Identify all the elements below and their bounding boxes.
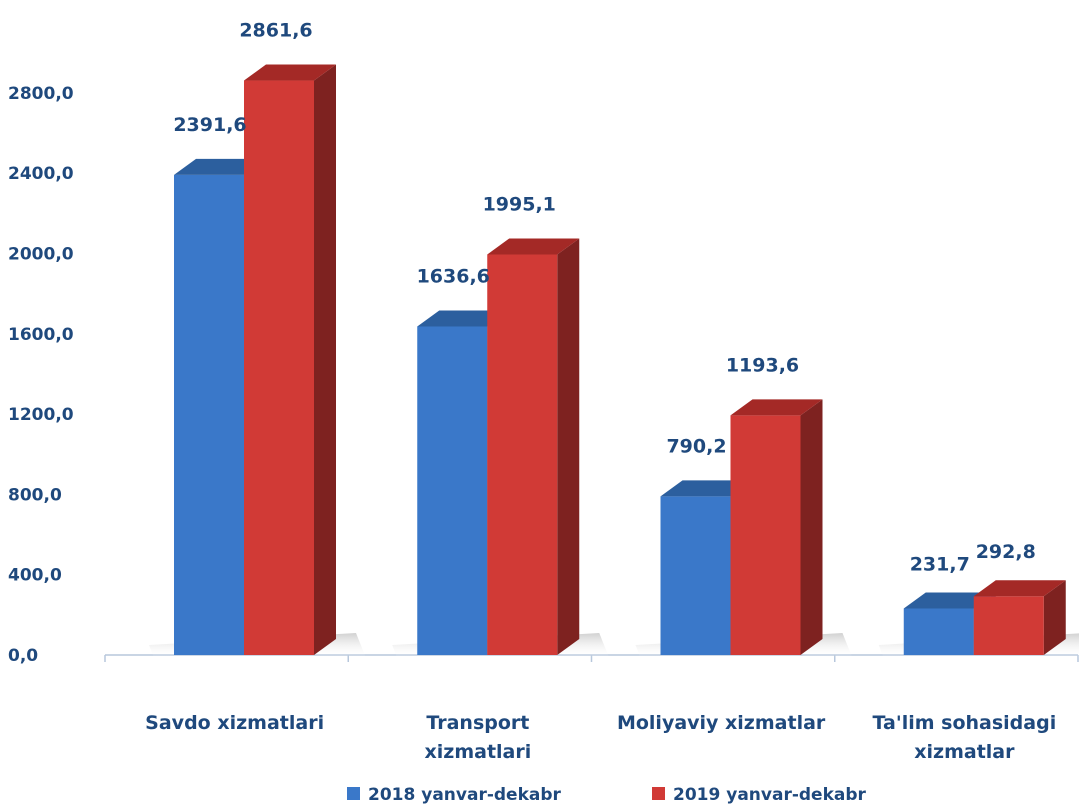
bar-top <box>244 64 336 81</box>
bar-front <box>174 174 244 656</box>
bars-layer <box>149 64 1079 658</box>
bar <box>973 580 1066 655</box>
data-label: 2861,6 <box>239 20 312 42</box>
bar-side <box>800 399 823 655</box>
bar-front <box>973 596 1044 655</box>
data-label: 1193,6 <box>726 354 799 376</box>
legend-swatch <box>652 787 665 800</box>
legend-item: 2018 yanvar-dekabr <box>347 785 562 805</box>
bar-front <box>730 415 801 655</box>
legend-item: 2019 yanvar-dekabr <box>652 785 867 805</box>
data-label: 292,8 <box>976 541 1036 563</box>
bar <box>244 64 336 655</box>
bar-side <box>314 64 336 655</box>
bar-side <box>1043 580 1066 655</box>
axis-layer: 0,0 400,0 800,0 1200,0 1600,0 2000,0 2400,0 280… <box>8 84 1079 666</box>
data-label: 1636,6 <box>417 265 490 287</box>
legend-label: 2018 yanvar-dekabr <box>368 785 562 805</box>
legend-swatch <box>347 787 360 800</box>
y-tick-label: 400,0 <box>8 566 62 586</box>
y-tick-label: 1600,0 <box>8 325 74 345</box>
data-label: 2391,6 <box>173 114 246 136</box>
bar <box>730 399 823 655</box>
legend: 2018 yanvar-dekabr 2019 yanvar-dekabr <box>347 785 867 805</box>
y-tick-label: 1200,0 <box>8 405 74 425</box>
x-category-label: Moliyaviy xizmatlar <box>617 712 826 734</box>
x-category-label: Savdo xizmatlari <box>145 712 324 734</box>
bar-top <box>174 158 266 175</box>
y-tick-label: 2400,0 <box>8 164 74 184</box>
y-tick-label: 2800,0 <box>8 84 74 104</box>
bar <box>487 238 580 655</box>
bar-front <box>244 80 314 655</box>
bar-top <box>903 592 996 609</box>
bar-side <box>557 238 580 655</box>
y-tick-label: 2000,0 <box>8 245 74 265</box>
data-label: 231,7 <box>910 553 970 575</box>
bar-top <box>417 310 510 327</box>
x-category-label: Transport xizmatlari <box>425 712 532 763</box>
bar-front <box>487 254 558 655</box>
bar-top <box>487 238 580 255</box>
y-tick-label: 0,0 <box>8 646 38 666</box>
legend-label: 2019 yanvar-dekabr <box>673 785 867 805</box>
labels-layer: 2391,6 1636,6 790,2 231,7 2861,6 1995,1 1193,6… <box>145 20 1056 763</box>
bar-top <box>660 480 753 497</box>
bar-top <box>973 580 1066 597</box>
data-label: 790,2 <box>666 435 726 457</box>
bar-front <box>417 326 488 655</box>
bar-top <box>730 399 823 416</box>
bar-front <box>660 496 731 655</box>
bar-front <box>903 608 974 655</box>
x-category-label: Ta'lim sohasidagi xizmatlar <box>873 712 1057 763</box>
data-label: 1995,1 <box>483 193 556 215</box>
y-tick-label: 800,0 <box>8 485 62 505</box>
